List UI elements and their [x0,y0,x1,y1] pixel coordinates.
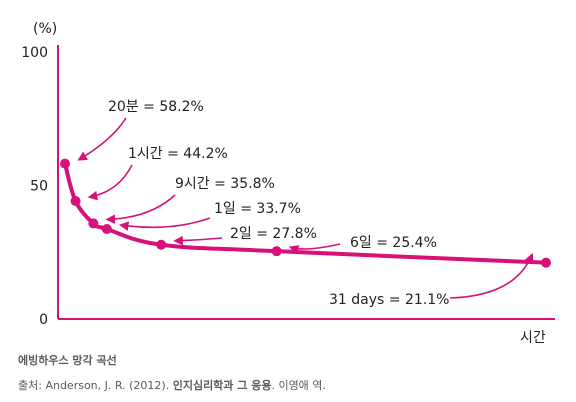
annotation-arrow [118,217,211,231]
series-line [63,161,548,265]
chart-caption: 에빙하우스 망각 곡선 [18,354,117,367]
axes [57,45,555,320]
y-ticks: 0 50 100 [21,45,48,328]
annotation-arrow [449,252,534,299]
y-tick-label: 50 [30,179,48,195]
source-book: 인지심리학과 그 응용 [172,379,272,392]
data-label: 2일 = 27.8% [230,226,317,242]
data-point [156,239,167,250]
source-prefix: 출처: Anderson, J. R. (2012). [18,379,173,392]
data-label: 31 days = 21.1% [329,292,449,308]
data-point [88,218,99,229]
annotation-arrow [288,243,341,255]
annotation-arrow [105,194,176,224]
data-point [70,195,81,206]
data-label: 1일 = 33.7% [214,201,301,217]
source-suffix: . 이영애 역. [271,379,326,392]
data-point [541,257,551,268]
annotation-arrow [77,117,127,161]
annotation-arrow [173,235,223,246]
data-label: 1시간 = 44.2% [128,146,228,162]
y-tick-label: 0 [39,312,48,328]
forgetting-curve-chart: (%) 0 50 100 20분 = 58.2% 1시간 = 44.2% 9시간 = 3… [21,21,555,346]
y-unit-label: (%) [33,21,57,37]
data-points [60,158,551,268]
source-line: 출처: Anderson, J. R. (2012). 인지심리학과 그 응용.… [18,377,326,393]
data-labels: 20분 = 58.2% 1시간 = 44.2% 9시간 = 35.8% 1일 = 33… [108,99,449,308]
data-point [60,158,70,169]
data-label: 6일 = 25.4% [350,235,437,251]
data-label: 20분 = 58.2% [108,99,204,115]
data-point [101,224,112,235]
data-point [271,246,282,257]
annotation-arrow [87,164,133,201]
y-tick-label: 100 [21,45,48,61]
data-label: 9시간 = 35.8% [175,176,275,192]
annotation-arrows [77,117,534,299]
x-axis-label: 시간 [520,330,546,346]
